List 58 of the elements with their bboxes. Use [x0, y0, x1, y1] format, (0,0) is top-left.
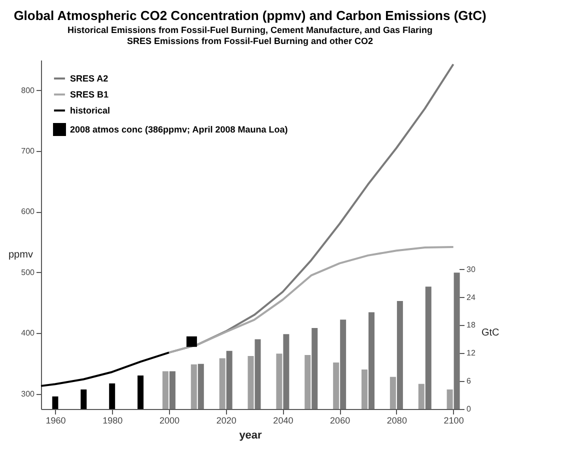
x-tick-label: 2000 — [159, 416, 180, 426]
bar — [198, 364, 204, 409]
bar — [162, 371, 168, 409]
text: Historical Emissions from Fossil-Fuel Burning, Cement Manufacture, and Gas Flaring — [67, 25, 433, 35]
y-tick-label: 500 — [21, 268, 36, 277]
bar — [219, 358, 226, 409]
text: SRES Emissions from Fossil-Fuel Burning and other CO2 — [126, 36, 374, 46]
bar — [362, 369, 368, 409]
bar — [52, 396, 58, 409]
bar — [276, 354, 282, 409]
x-axis-title: year — [239, 430, 263, 442]
bar — [446, 389, 453, 409]
bar — [425, 286, 432, 409]
bar — [169, 371, 176, 409]
y2-tick-label: 0 — [466, 404, 472, 414]
line-series — [168, 246, 454, 354]
legend-label: historical — [70, 106, 110, 116]
y2-axis-title: GtC — [482, 328, 500, 338]
legend-label: 2008 atmos conc (386ppmv; April 2008 Mauna Loa) — [70, 124, 288, 134]
bar — [254, 339, 261, 409]
x-tick-label: 2060 — [330, 416, 350, 426]
x-tick-label: 1980 — [102, 416, 123, 426]
y2-tick-label: 30 — [466, 264, 476, 274]
legend-label: SRES B1 — [70, 90, 109, 100]
bar — [418, 384, 424, 409]
bar — [190, 364, 197, 409]
bar — [312, 328, 318, 409]
chart-title: Global Atmospheric CO2 Concentration (ppmv) and Carbon Emissions (GtC) — [14, 8, 486, 23]
x-tick-label: 2020 — [216, 416, 236, 426]
y2-tick-label: 12 — [466, 348, 476, 358]
bar — [454, 272, 460, 409]
bar — [368, 312, 375, 409]
bar — [390, 376, 396, 409]
y-tick-label: 800 — [21, 86, 36, 95]
bar — [283, 334, 290, 409]
y-tick-label: 600 — [21, 207, 36, 216]
legend-label: SRES A2 — [70, 74, 108, 84]
bar — [333, 362, 340, 409]
bar — [109, 383, 116, 409]
y2-tick-label: 24 — [466, 292, 476, 302]
bar — [138, 375, 144, 409]
bar — [340, 320, 346, 409]
x-tick-label: 2080 — [386, 416, 407, 426]
bar — [80, 389, 87, 409]
line-series — [40, 352, 170, 387]
y2-tick-label: 6 — [466, 376, 472, 386]
bar — [304, 355, 311, 409]
x-tick-label: 2040 — [273, 416, 294, 426]
y-axis-title: ppmv — [8, 250, 33, 260]
x-tick-label: 1960 — [46, 416, 66, 426]
bar — [396, 301, 403, 409]
y2-tick-label: 18 — [466, 320, 476, 330]
bar — [248, 356, 254, 409]
y-tick-label: 400 — [21, 328, 36, 338]
y-tick-label: 300 — [21, 389, 36, 398]
y-tick-label: 700 — [21, 146, 36, 156]
bar — [226, 350, 232, 409]
x-tick-label: 2100 — [444, 416, 464, 426]
